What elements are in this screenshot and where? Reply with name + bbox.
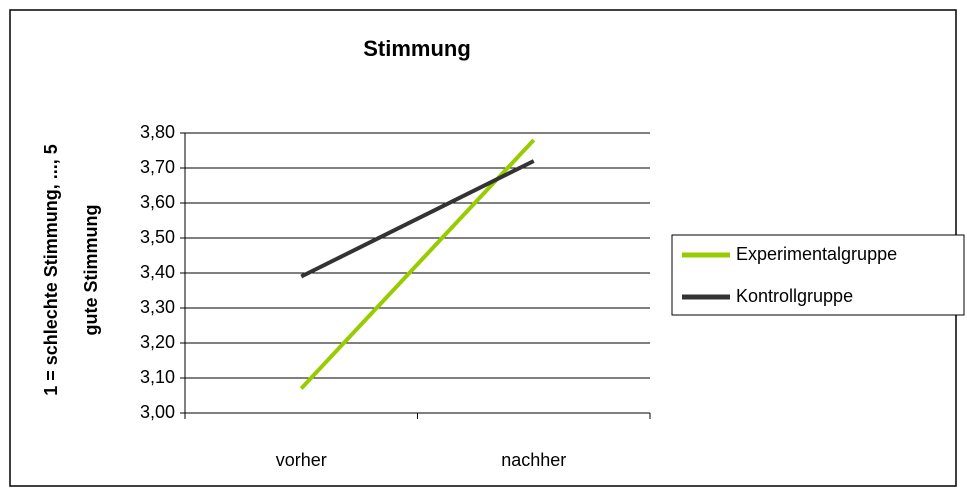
y-axis-label: gute Stimmung [81, 205, 101, 336]
chart-title: Stimmung [363, 36, 471, 61]
legend-box [671, 234, 965, 316]
legend-label: Experimentalgruppe [736, 244, 897, 264]
y-tick-label: 3,10 [140, 367, 175, 387]
y-tick-label: 3,20 [140, 332, 175, 352]
series-line [300, 159, 535, 279]
y-axis-label: 1 = schlechte Stimmung, ..., 5 [41, 144, 61, 396]
y-tick-label: 3,40 [140, 262, 175, 282]
y-tick-label: 3,00 [140, 402, 175, 422]
y-tick-label: 3,50 [140, 227, 175, 247]
x-tick-label: nachher [501, 450, 566, 470]
y-tick-label: 3,60 [140, 192, 175, 212]
y-tick-label: 3,80 [140, 122, 175, 142]
legend-label: Kontrollgruppe [736, 286, 853, 306]
y-tick-label: 3,70 [140, 157, 175, 177]
y-tick-label: 3,30 [140, 297, 175, 317]
x-tick-label: vorher [276, 450, 327, 470]
